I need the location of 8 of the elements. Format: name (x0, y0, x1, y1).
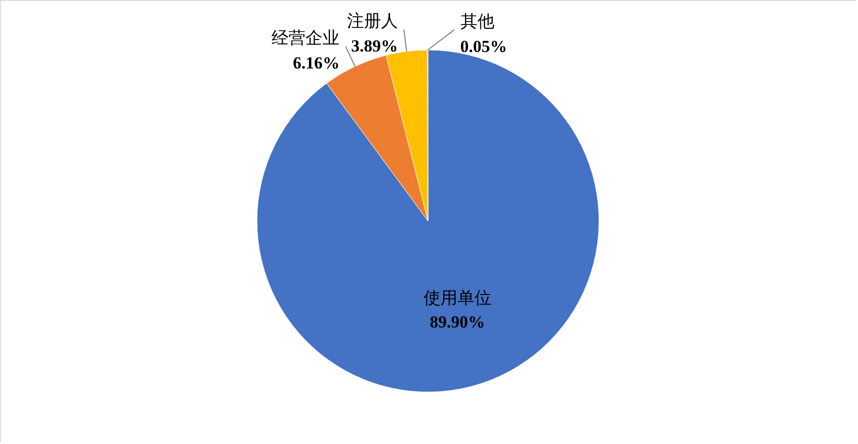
slice-label: 使用单位 (423, 288, 492, 308)
slice-label: 经营企业 (272, 28, 340, 48)
slice-label: 注册人 (346, 12, 398, 31)
data-label: 6.16% (292, 53, 340, 72)
data-label: 3.89% (351, 36, 398, 56)
slice-label: 其他 (460, 12, 494, 31)
data-label: 0.05% (460, 36, 508, 56)
data-label: 89.90% (430, 312, 485, 332)
